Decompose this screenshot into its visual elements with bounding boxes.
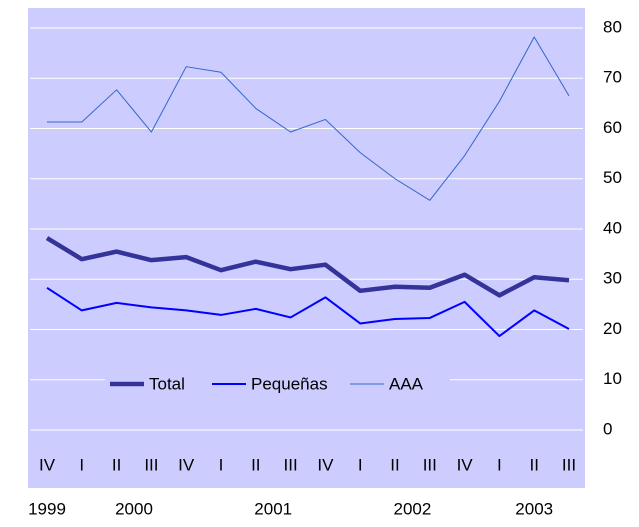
- year-label: 2001: [254, 499, 292, 518]
- year-label: 2002: [393, 499, 431, 518]
- legend-label: Pequeñas: [251, 374, 328, 393]
- y-tick-label: 60: [603, 118, 622, 137]
- legend-label: AAA: [389, 374, 424, 393]
- y-tick-label: 30: [603, 269, 622, 288]
- x-tick-label: IV: [39, 455, 56, 474]
- year-label: 2003: [515, 499, 553, 518]
- x-tick-label: II: [529, 455, 538, 474]
- x-tick-label: III: [423, 455, 437, 474]
- y-tick-label: 10: [603, 369, 622, 388]
- y-tick-label: 20: [603, 319, 622, 338]
- x-tick-label: III: [144, 455, 158, 474]
- y-tick-label: 70: [603, 68, 622, 87]
- x-tick-label: II: [112, 455, 121, 474]
- series-line: [46, 286, 570, 338]
- x-tick-label: II: [251, 455, 260, 474]
- x-tick-label: I: [497, 455, 502, 474]
- y-tick-label: 0: [603, 419, 612, 438]
- x-tick-label: II: [390, 455, 399, 474]
- x-tick-label: IV: [178, 455, 195, 474]
- year-label: 1999: [28, 499, 66, 518]
- plot-background: [28, 8, 585, 488]
- x-tick-label: I: [219, 455, 224, 474]
- x-tick-label: I: [358, 455, 363, 474]
- series-line: [45, 236, 570, 298]
- y-tick-label: 80: [603, 17, 622, 36]
- year-label: 2000: [115, 499, 153, 518]
- legend-label: Total: [149, 374, 185, 393]
- x-tick-label: III: [562, 455, 576, 474]
- x-tick-label: IV: [317, 455, 334, 474]
- x-tick-label: III: [284, 455, 298, 474]
- y-tick-label: 50: [603, 168, 622, 187]
- y-tick-label: 40: [603, 218, 622, 237]
- series-line: [47, 36, 570, 201]
- x-tick-label: IV: [457, 455, 474, 474]
- legend-background: [105, 372, 450, 396]
- x-tick-label: I: [79, 455, 84, 474]
